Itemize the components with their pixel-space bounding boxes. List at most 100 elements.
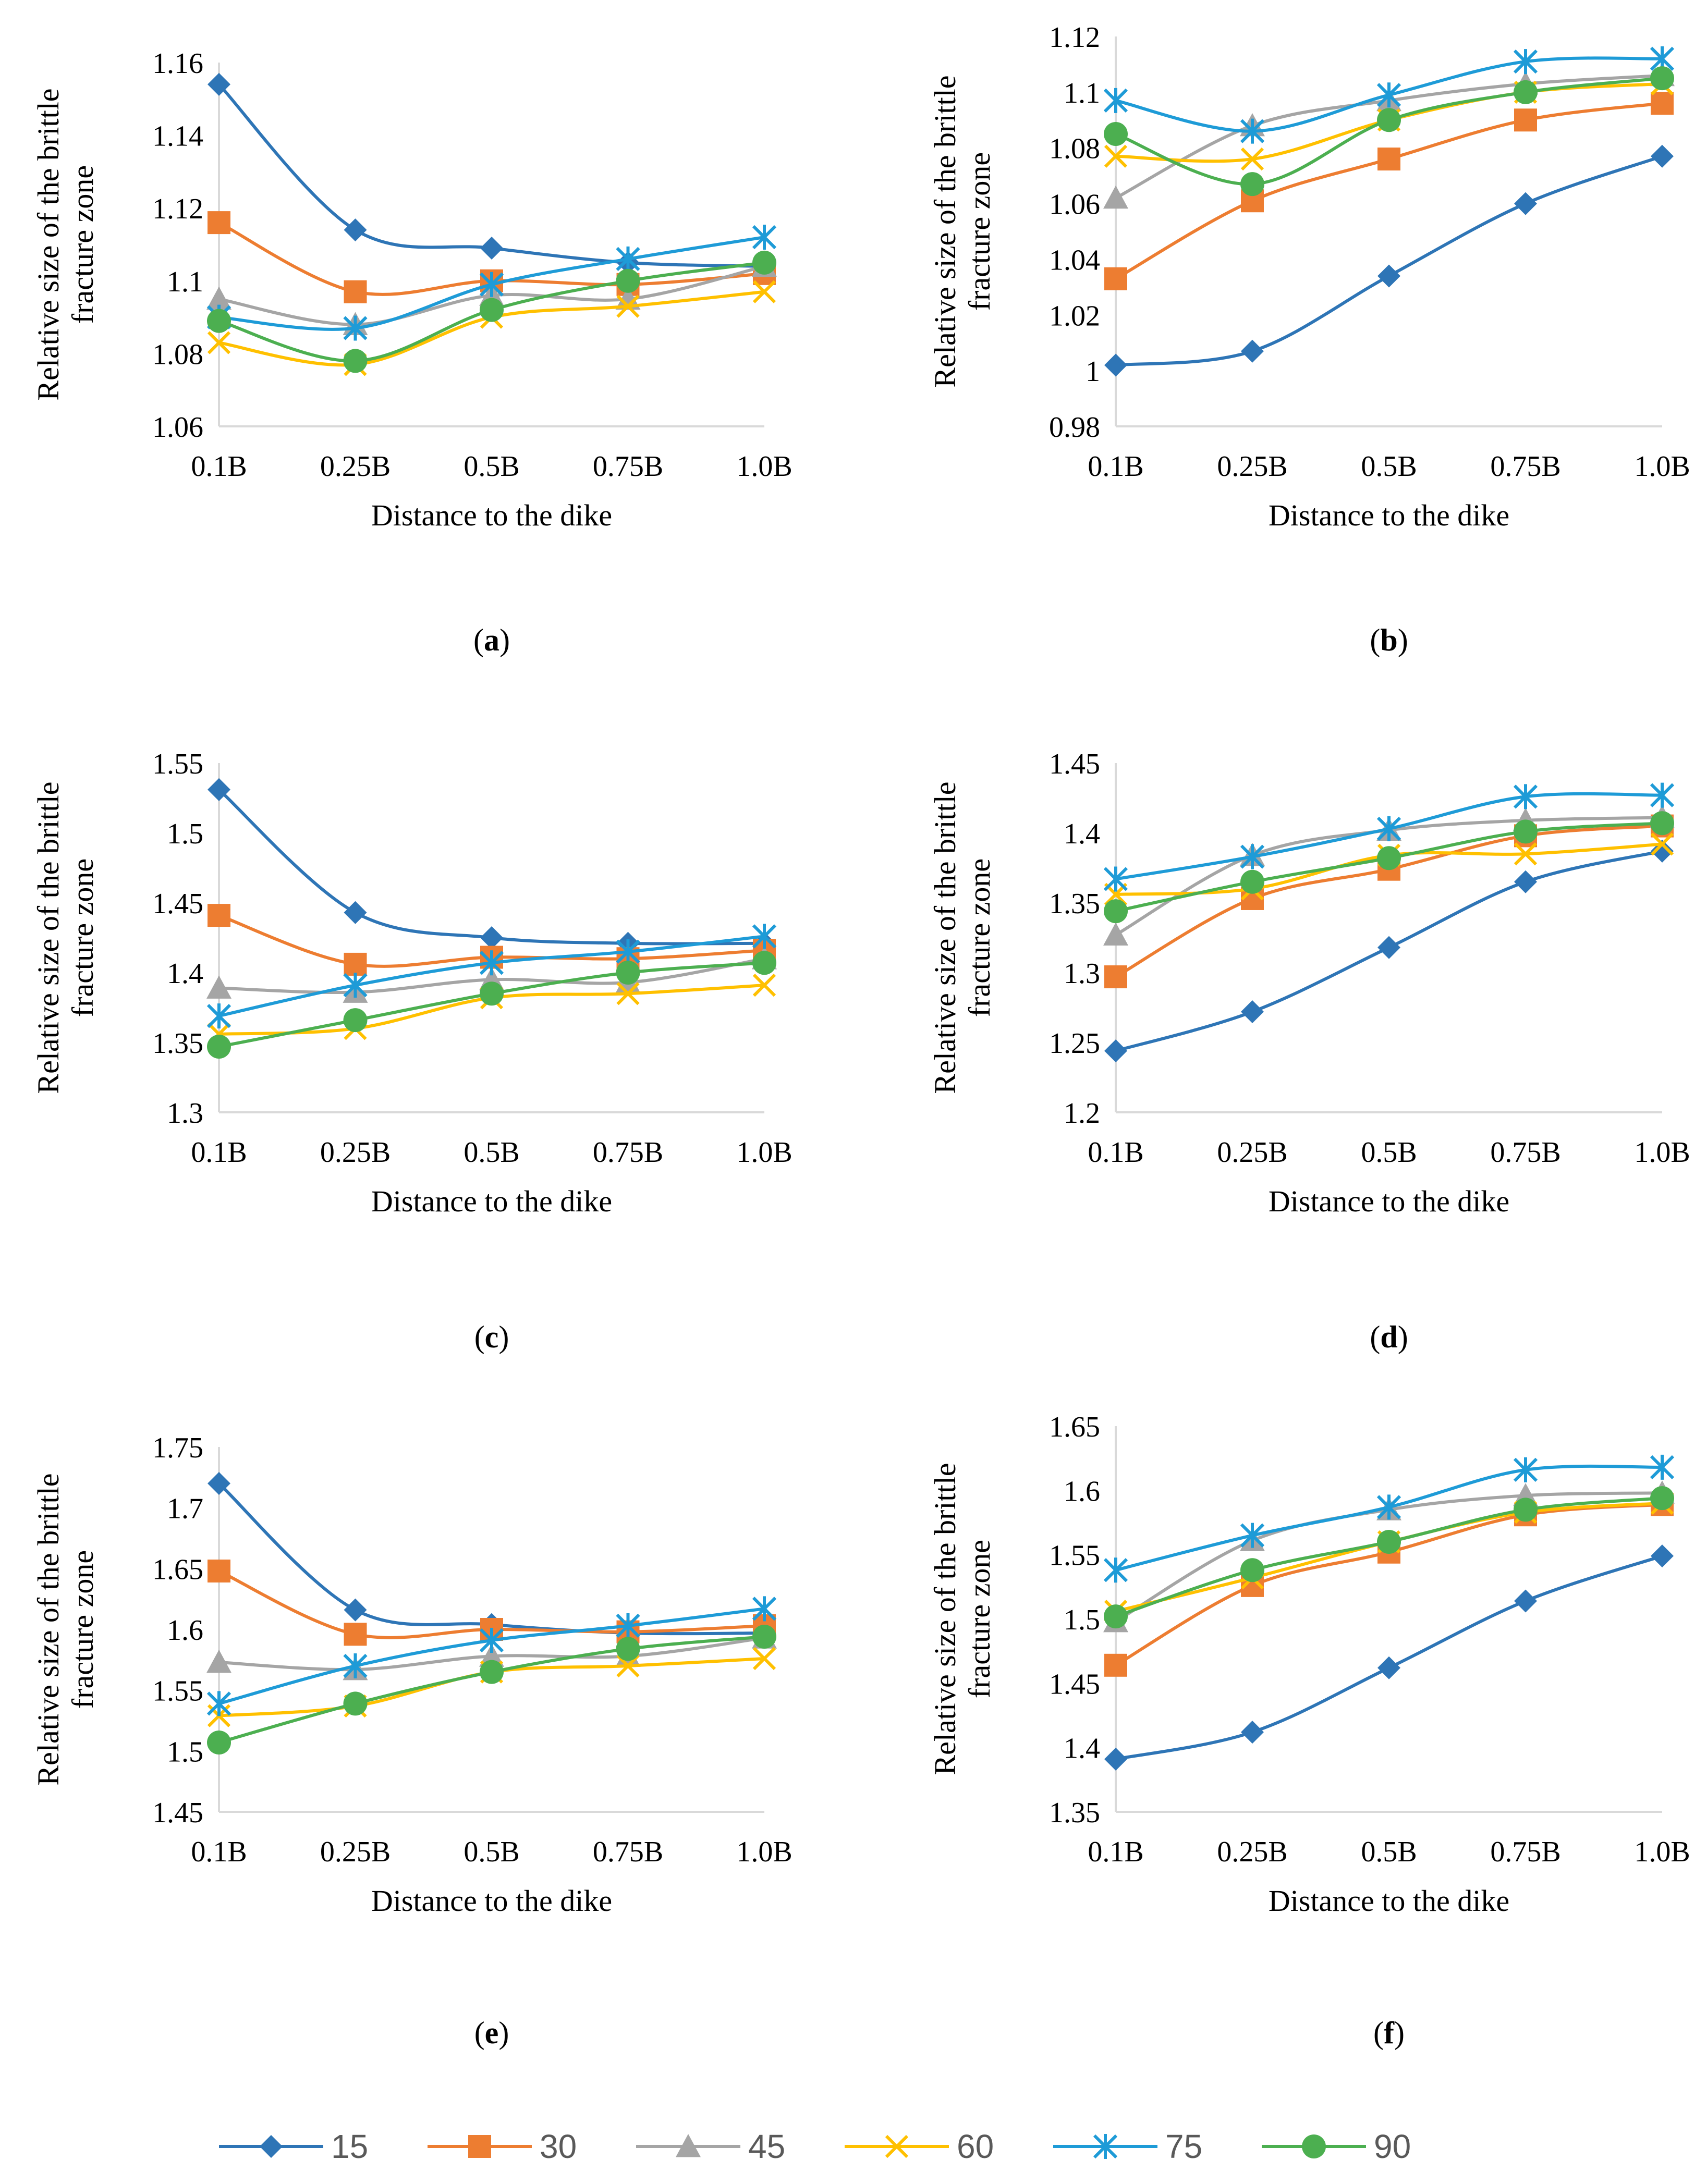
legend-entry-45: 45: [636, 2128, 785, 2165]
y-tick-label: 1: [1086, 355, 1100, 388]
x-tick-label: 0.75B: [593, 450, 663, 483]
data-point-90: [1377, 108, 1401, 132]
data-point-15: [1651, 1544, 1674, 1568]
data-point-45: [1103, 185, 1128, 209]
data-point-30: [344, 1623, 367, 1646]
x-tick-label: 0.5B: [1361, 1136, 1417, 1169]
data-point-60: [616, 295, 640, 318]
y-tick-label: 1.1: [1064, 77, 1100, 109]
data-point-45: [479, 1643, 504, 1667]
legend: 15 30 45 60 75 90: [219, 2128, 1411, 2165]
series-15: [1104, 1544, 1674, 1771]
y-tick-label: 1.02: [1049, 300, 1100, 332]
y-tick-label: 1.35: [1049, 1797, 1100, 1829]
x-tick-label: 0.1B: [1088, 1836, 1143, 1868]
y-tick-label: 1.08: [1049, 133, 1100, 165]
x-tick-label: 1.0B: [736, 450, 792, 483]
x-tick-label: 0.5B: [464, 1136, 519, 1169]
x-axis-title: Distance to the dike: [1269, 498, 1509, 532]
data-point-15: [1651, 144, 1674, 168]
legend-entry-30: 30: [428, 2128, 577, 2165]
series-90: [1104, 1486, 1674, 1629]
data-point-15: [480, 236, 503, 260]
data-point-75: [1240, 844, 1265, 869]
data-point-75: [1376, 1494, 1401, 1520]
y-tick-label: 1.1: [167, 266, 203, 298]
data-point-15: [1104, 353, 1127, 377]
data-point-90: [1650, 1486, 1674, 1511]
panel-label: (f): [1373, 2016, 1405, 2050]
data-point-90: [616, 1637, 640, 1661]
legend-entry-75: 75: [1053, 2128, 1202, 2165]
series-90: [207, 951, 776, 1059]
y-axis-title: Relative size of the brittlefracture zon…: [31, 1473, 100, 1785]
data-point-90: [1514, 819, 1538, 844]
x-tick-label: 0.1B: [191, 1836, 247, 1868]
data-point-15: [480, 926, 503, 949]
series-15: [1104, 144, 1674, 377]
data-point-75: [1240, 118, 1265, 144]
data-point-60: [207, 331, 231, 354]
data-point-75: [343, 315, 368, 341]
data-point-15: [1377, 1656, 1400, 1679]
data-point-45: [206, 286, 231, 310]
data-point-75: [1513, 784, 1538, 809]
legend-label: 60: [957, 2128, 994, 2165]
x-tick-label: 0.5B: [1361, 450, 1417, 483]
y-tick-label: 1.35: [1049, 888, 1100, 920]
y-tick-label: 1.55: [152, 1675, 203, 1708]
data-point-15: [1377, 264, 1400, 288]
x-axis-title: Distance to the dike: [371, 1184, 612, 1218]
series-15: [208, 72, 776, 278]
chart-panel-c: 1.3 1.35 1.4 1.45 1.5 1.55 0.1B 0.25B 0.5B 0.75B 1…: [31, 748, 792, 1354]
series-90: [207, 250, 776, 373]
data-point-15: [344, 218, 367, 242]
x-tick-label: 0.75B: [593, 1136, 663, 1169]
legend-label: 45: [748, 2128, 785, 2165]
y-tick-label: 1.45: [1049, 1668, 1100, 1700]
legend-label: 75: [1165, 2128, 1202, 2165]
y-tick-label: 1.4: [1064, 818, 1100, 850]
data-point-30: [208, 211, 230, 235]
data-point-90: [752, 951, 776, 975]
x-tick-label: 0.5B: [464, 450, 519, 483]
x-axis-title: Distance to the dike: [371, 498, 612, 532]
y-tick-label: 1.12: [1049, 21, 1100, 54]
data-point-30: [344, 280, 367, 303]
x-tick-label: 0.25B: [320, 450, 391, 483]
x-tick-label: 0.75B: [593, 1836, 663, 1868]
data-point-45: [206, 1650, 231, 1673]
y-tick-label: 1.6: [1064, 1475, 1100, 1507]
series-30: [1104, 92, 1674, 290]
data-point-90: [1650, 811, 1674, 836]
data-point-75: [479, 950, 504, 976]
data-point-75: [206, 1003, 231, 1029]
x-tick-label: 0.25B: [320, 1836, 391, 1868]
data-point-90: [1377, 1530, 1401, 1554]
y-tick-label: 1.5: [167, 1736, 203, 1768]
y-tick-label: 1.5: [1064, 1604, 1100, 1636]
panel-label: (b): [1370, 623, 1408, 657]
data-point-75: [343, 973, 368, 998]
series-90: [1104, 66, 1674, 197]
y-tick-label: 1.16: [152, 47, 203, 80]
data-point-75: [1103, 88, 1128, 113]
panel-label: (d): [1370, 1320, 1408, 1354]
chart-panel-e: 1.45 1.5 1.55 1.6 1.65 1.7 1.75 0.1B 0.25B 0.5B 0.…: [31, 1432, 792, 2050]
y-axis-title: Relative size of the brittlefracture zon…: [928, 75, 996, 387]
data-point-90: [1650, 66, 1674, 91]
data-point-75: [1103, 1557, 1128, 1583]
y-tick-label: 1.35: [152, 1027, 203, 1060]
data-point-90: [480, 981, 504, 1006]
data-point-15: [1514, 870, 1537, 893]
x-tick-label: 0.1B: [191, 450, 247, 483]
x-tick-label: 1.0B: [736, 1136, 792, 1169]
data-point-75: [616, 246, 640, 272]
data-point-15: [1514, 192, 1537, 215]
data-point-90: [480, 1660, 504, 1684]
data-point-60: [1104, 144, 1128, 168]
data-point-60: [752, 280, 776, 303]
series-line-15: [217, 788, 765, 946]
y-tick-label: 1.45: [152, 888, 203, 920]
data-point-60: [1240, 147, 1264, 171]
